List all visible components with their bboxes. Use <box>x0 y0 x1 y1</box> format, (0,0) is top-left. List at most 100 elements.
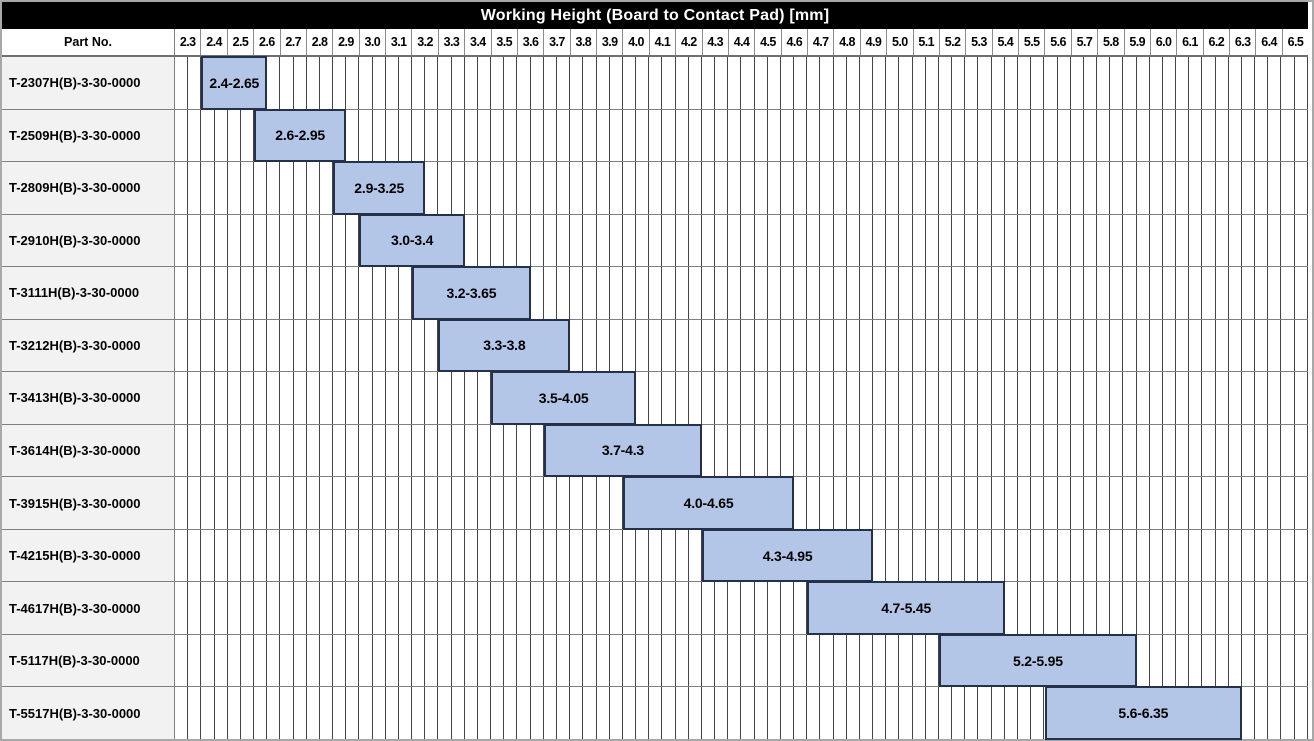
grid-cell <box>1295 214 1308 267</box>
grid-cell <box>662 634 676 687</box>
grid-cell <box>623 109 637 162</box>
grid-cell <box>926 319 939 372</box>
grid-cell <box>175 319 189 372</box>
grid-cell <box>820 162 834 214</box>
row-grid: 4.7-5.45 <box>175 581 1308 635</box>
grid-cell <box>1295 162 1308 214</box>
axis-tick: 3.5 <box>492 29 518 55</box>
grid-cell <box>992 477 1005 529</box>
grid-cell <box>504 57 518 109</box>
grid-cell <box>188 582 202 634</box>
grid-cell <box>346 424 360 477</box>
grid-cell <box>926 267 939 319</box>
grid-cell <box>781 162 795 214</box>
grid-cell <box>715 57 729 109</box>
range-bar: 3.7-4.3 <box>543 423 702 478</box>
grid-cell <box>623 319 637 372</box>
grid-cell <box>1163 477 1177 529</box>
grid-cell <box>504 162 518 214</box>
grid-cell <box>1295 319 1308 372</box>
grid-cell <box>1216 319 1229 372</box>
range-bar: 2.6-2.95 <box>254 108 347 163</box>
grid-cell <box>215 267 228 319</box>
grid-cell <box>965 529 979 582</box>
grid-cell <box>1097 477 1111 529</box>
grid-cell <box>728 214 742 267</box>
grid-cell <box>1031 319 1045 372</box>
grid-cell <box>741 109 755 162</box>
grid-cell <box>1018 687 1032 739</box>
grid-cell <box>781 319 795 372</box>
grid-cell <box>847 634 860 687</box>
grid-cell <box>583 319 597 372</box>
grid-cell <box>689 529 702 582</box>
grid-cell <box>280 687 294 739</box>
grid-cell <box>346 477 360 529</box>
grid-cell <box>241 267 255 319</box>
axis-tick: 4.1 <box>650 29 677 55</box>
grid-cell <box>1163 634 1177 687</box>
grid-cell <box>702 687 716 739</box>
grid-cell <box>899 687 913 739</box>
grid-cell <box>188 162 202 214</box>
grid-cell <box>517 57 531 109</box>
grid-cell <box>610 634 623 687</box>
axis-tick: 2.8 <box>307 29 334 55</box>
grid-cell <box>280 162 294 214</box>
grid-cell <box>939 424 953 477</box>
grid-cell <box>452 529 465 582</box>
axis-tick: 2.7 <box>281 29 307 55</box>
grid-cell <box>228 319 241 372</box>
grid-cell <box>1242 214 1256 267</box>
grid-cell <box>794 424 808 477</box>
grid-cell <box>570 477 584 529</box>
grid-cell <box>1123 372 1137 424</box>
grid-cell <box>544 214 557 267</box>
row-grid: 4.3-4.95 <box>175 528 1308 583</box>
grid-cell <box>1018 424 1032 477</box>
grid-cell <box>373 634 386 687</box>
grid-cell <box>267 57 281 109</box>
grid-cell <box>1137 319 1150 372</box>
grid-cell <box>978 267 992 319</box>
grid-cell <box>913 162 926 214</box>
grid-cell <box>886 57 900 109</box>
axis-tick: 3.7 <box>544 29 571 55</box>
grid-cell <box>228 267 241 319</box>
grid-cell <box>346 109 360 162</box>
grid-cell <box>913 424 926 477</box>
grid-cell <box>1150 634 1163 687</box>
grid-cell <box>1058 477 1071 529</box>
grid-cell <box>702 424 716 477</box>
grid-cell <box>939 214 953 267</box>
grid-cell <box>280 582 294 634</box>
table-row: T-4617H(B)-3-30-0000 4.7-5.45 <box>2 581 1308 635</box>
grid-cell <box>702 634 716 687</box>
grid-cell <box>175 109 189 162</box>
grid-cell <box>1005 477 1018 529</box>
grid-cell <box>847 109 860 162</box>
grid-cell <box>1255 319 1269 372</box>
grid-cell <box>636 687 650 739</box>
grid-cell <box>728 267 742 319</box>
grid-cell <box>583 109 597 162</box>
range-bar: 3.5-4.05 <box>491 371 637 425</box>
grid-cell <box>1071 319 1084 372</box>
grid-cell <box>254 267 268 319</box>
grid-cell <box>886 267 900 319</box>
grid-cell <box>1189 582 1203 634</box>
axis-tick: 2.9 <box>333 29 360 55</box>
grid-cell <box>741 162 755 214</box>
grid-cell <box>1163 529 1177 582</box>
grid-cell <box>1058 319 1071 372</box>
grid-cell <box>531 424 544 477</box>
grid-cell <box>1163 57 1177 109</box>
grid-cell <box>544 57 557 109</box>
grid-cell <box>741 319 755 372</box>
axis-tick: 5.8 <box>1098 29 1125 55</box>
part-number-cell: T-5517H(B)-3-30-0000 <box>2 687 175 739</box>
grid-cell <box>1071 109 1084 162</box>
grid-cell <box>201 634 215 687</box>
grid-cell <box>873 162 887 214</box>
grid-cell <box>610 319 623 372</box>
